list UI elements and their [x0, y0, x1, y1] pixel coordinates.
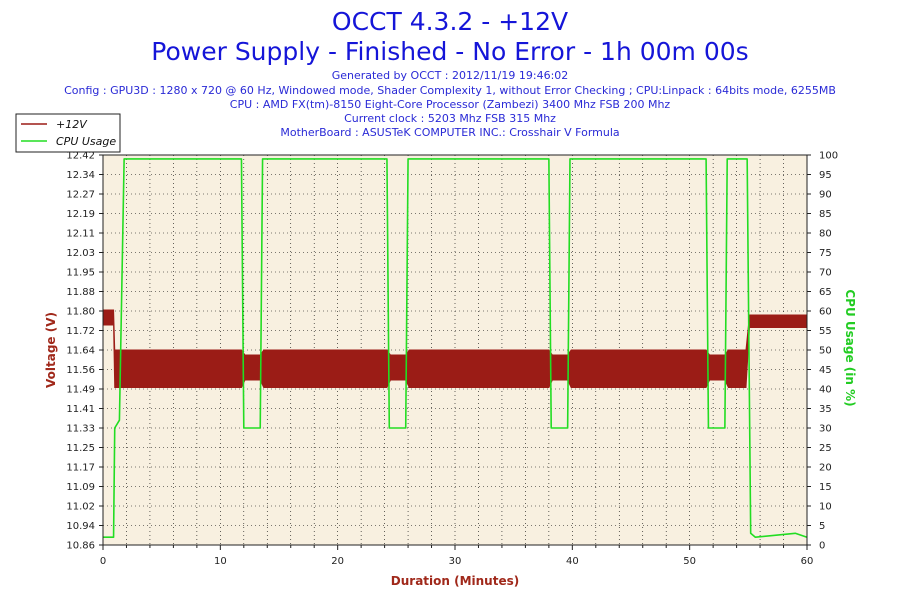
y-right-tick-label: 80 [819, 229, 832, 240]
y-left-tick-label: 11.64 [66, 346, 95, 357]
y-left-tick-label: 10.94 [66, 521, 95, 532]
chart-subtitle: Power Supply - Finished - No Error - 1h … [151, 37, 748, 66]
y-left-tick-label: 12.27 [66, 190, 95, 201]
info-motherboard: MotherBoard : ASUSTeK COMPUTER INC.: Cro… [280, 126, 619, 139]
y-right-tick-label: 95 [819, 170, 832, 181]
info-cpu: CPU : AMD FX(tm)-8150 Eight-Core Process… [230, 98, 671, 111]
info-config: Config : GPU3D : 1280 x 720 @ 60 Hz, Win… [64, 84, 836, 97]
plot-frame [102, 154, 808, 546]
y-right-tick-label: 40 [819, 385, 832, 396]
y-right-tick-label: 65 [819, 287, 832, 298]
y-axis-left-title: Voltage (V) [44, 312, 58, 388]
y-right-tick-label: 35 [819, 404, 832, 415]
y-right-tick-label: 55 [819, 326, 832, 337]
legend-box [15, 113, 121, 153]
y-left-tick-label: 12.03 [66, 248, 95, 259]
x-tick-label: 30 [449, 556, 462, 567]
y-left-tick-label: 12.34 [66, 170, 95, 181]
y-right-tick-label: 30 [819, 424, 832, 435]
y-right-tick-label: 5 [819, 521, 825, 532]
y-right-tick-label: 20 [819, 463, 832, 474]
y-left-tick-label: 11.17 [66, 463, 95, 474]
x-tick-label: 20 [331, 556, 344, 567]
y-left-tick-label: 11.33 [66, 424, 95, 435]
y-left-tick-label: 12.11 [66, 229, 95, 240]
y-left-tick-label: 12.42 [66, 151, 95, 162]
y-left-tick-label: 11.09 [66, 482, 95, 493]
y-right-tick-label: 90 [819, 190, 832, 201]
x-tick-label: 60 [801, 556, 814, 567]
y-left-tick-label: 11.95 [66, 268, 95, 279]
y-right-tick-label: 45 [819, 365, 832, 376]
y-right-tick-label: 10 [819, 502, 832, 513]
y-axis-right-title: CPU Usage (in %) [843, 289, 857, 406]
y-left-tick-label: 12.19 [66, 209, 95, 220]
y-right-tick-label: 70 [819, 268, 832, 279]
info-generated: Generated by OCCT : 2012/11/19 19:46:02 [332, 69, 569, 82]
x-tick-label: 0 [100, 556, 106, 567]
y-left-tick-label: 10.86 [66, 541, 95, 552]
y-left-tick-label: 11.72 [66, 326, 95, 337]
y-left-tick-label: 11.80 [66, 307, 95, 318]
y-left-tick-label: 11.41 [66, 404, 95, 415]
x-tick-label: 40 [566, 556, 579, 567]
x-tick-label: 50 [683, 556, 696, 567]
x-axis-title: Duration (Minutes) [391, 574, 519, 588]
y-right-tick-label: 85 [819, 209, 832, 220]
y-right-tick-label: 0 [819, 541, 825, 552]
chart-title: OCCT 4.3.2 - +12V [332, 7, 568, 36]
y-left-tick-label: 11.88 [66, 287, 95, 298]
x-tick-label: 10 [214, 556, 227, 567]
y-right-tick-label: 60 [819, 307, 832, 318]
info-current-clock: Current clock : 5203 Mhz FSB 315 Mhz [344, 112, 556, 125]
y-right-tick-label: 25 [819, 443, 832, 454]
y-right-tick-label: 100 [819, 151, 838, 162]
y-left-tick-label: 11.02 [66, 502, 95, 513]
axis-ticks: 10.86 0 10.94 5 11.02 10 11.09 15 11.17 20 11.25 25… [66, 151, 838, 568]
legend: +12V CPU Usage [15, 113, 121, 153]
y-right-tick-label: 75 [819, 248, 832, 259]
y-left-tick-label: 11.49 [66, 385, 95, 396]
y-left-tick-label: 11.25 [66, 443, 95, 454]
series-cpu-line [103, 158, 808, 539]
y-right-tick-label: 50 [819, 346, 832, 357]
y-right-tick-label: 15 [819, 482, 832, 493]
legend-label-voltage: +12V [56, 118, 88, 131]
legend-label-cpu: CPU Usage [56, 135, 116, 148]
y-left-tick-label: 11.56 [66, 365, 95, 376]
